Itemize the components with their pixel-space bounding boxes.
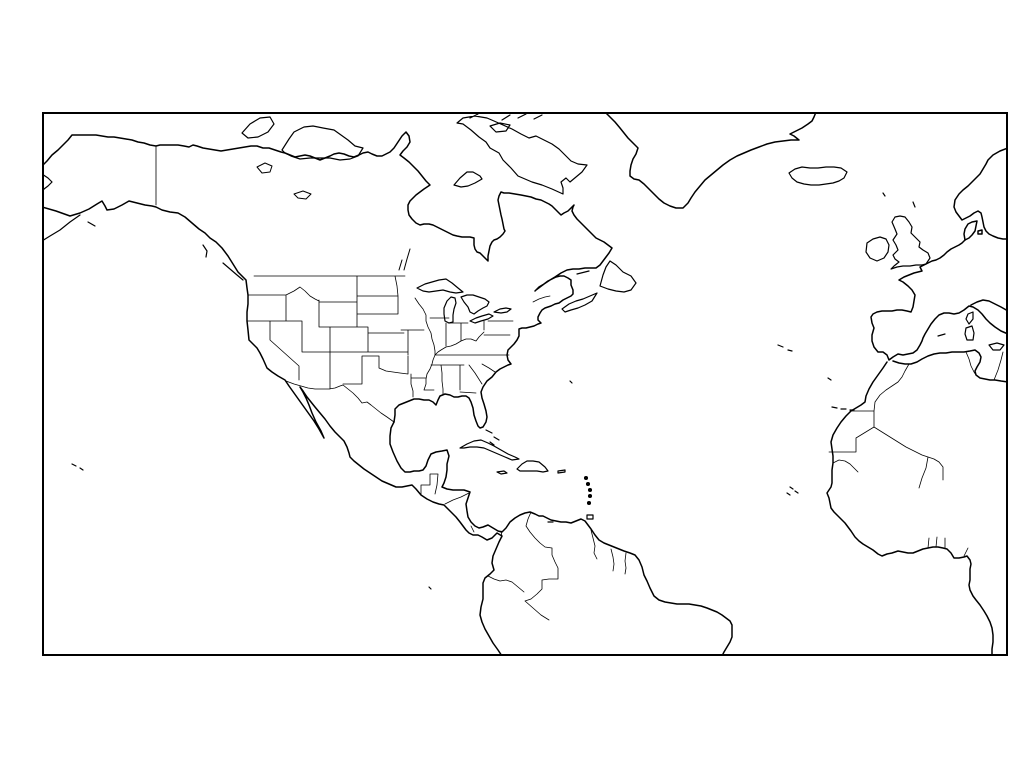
lesser-antilles [587,487,593,493]
coastline-bc-islands [202,244,244,281]
colorbar [0,700,1024,760]
arctic-islands [241,113,588,195]
hawaii [71,463,84,471]
scandinavia [953,147,1008,241]
africa-west-coast [826,361,994,656]
med-islands [937,311,1005,351]
coastlines [42,112,1008,656]
europe-mainland [870,239,1008,361]
central-america-borders [420,473,503,538]
british-isles [865,215,931,270]
map-canvas [42,112,1008,656]
lesser-antilles [585,481,591,487]
lesser-antilles [583,475,589,481]
south-america-borders [487,511,627,621]
greenland [604,112,817,209]
map-frame [42,112,1008,656]
coastline-gulf-southamerica [389,421,733,656]
lesser-antilles [586,500,592,506]
canada-lakes [256,162,411,271]
coastline-useast-arctic [42,131,613,429]
coastline-alaska-west [42,173,96,242]
atlantic-islands [777,344,855,496]
nova-scotia [561,292,598,313]
us-state-borders [155,145,551,423]
lesser-antilles [587,493,593,499]
great-lakes [416,278,512,324]
newfoundland [576,260,637,293]
caribbean-islands [428,380,594,590]
africa-north-coast [892,349,1008,383]
political-borders [155,145,1004,621]
africa-borders [828,351,1004,557]
coastline-na-pacific [42,200,503,656]
iceland [788,166,916,208]
